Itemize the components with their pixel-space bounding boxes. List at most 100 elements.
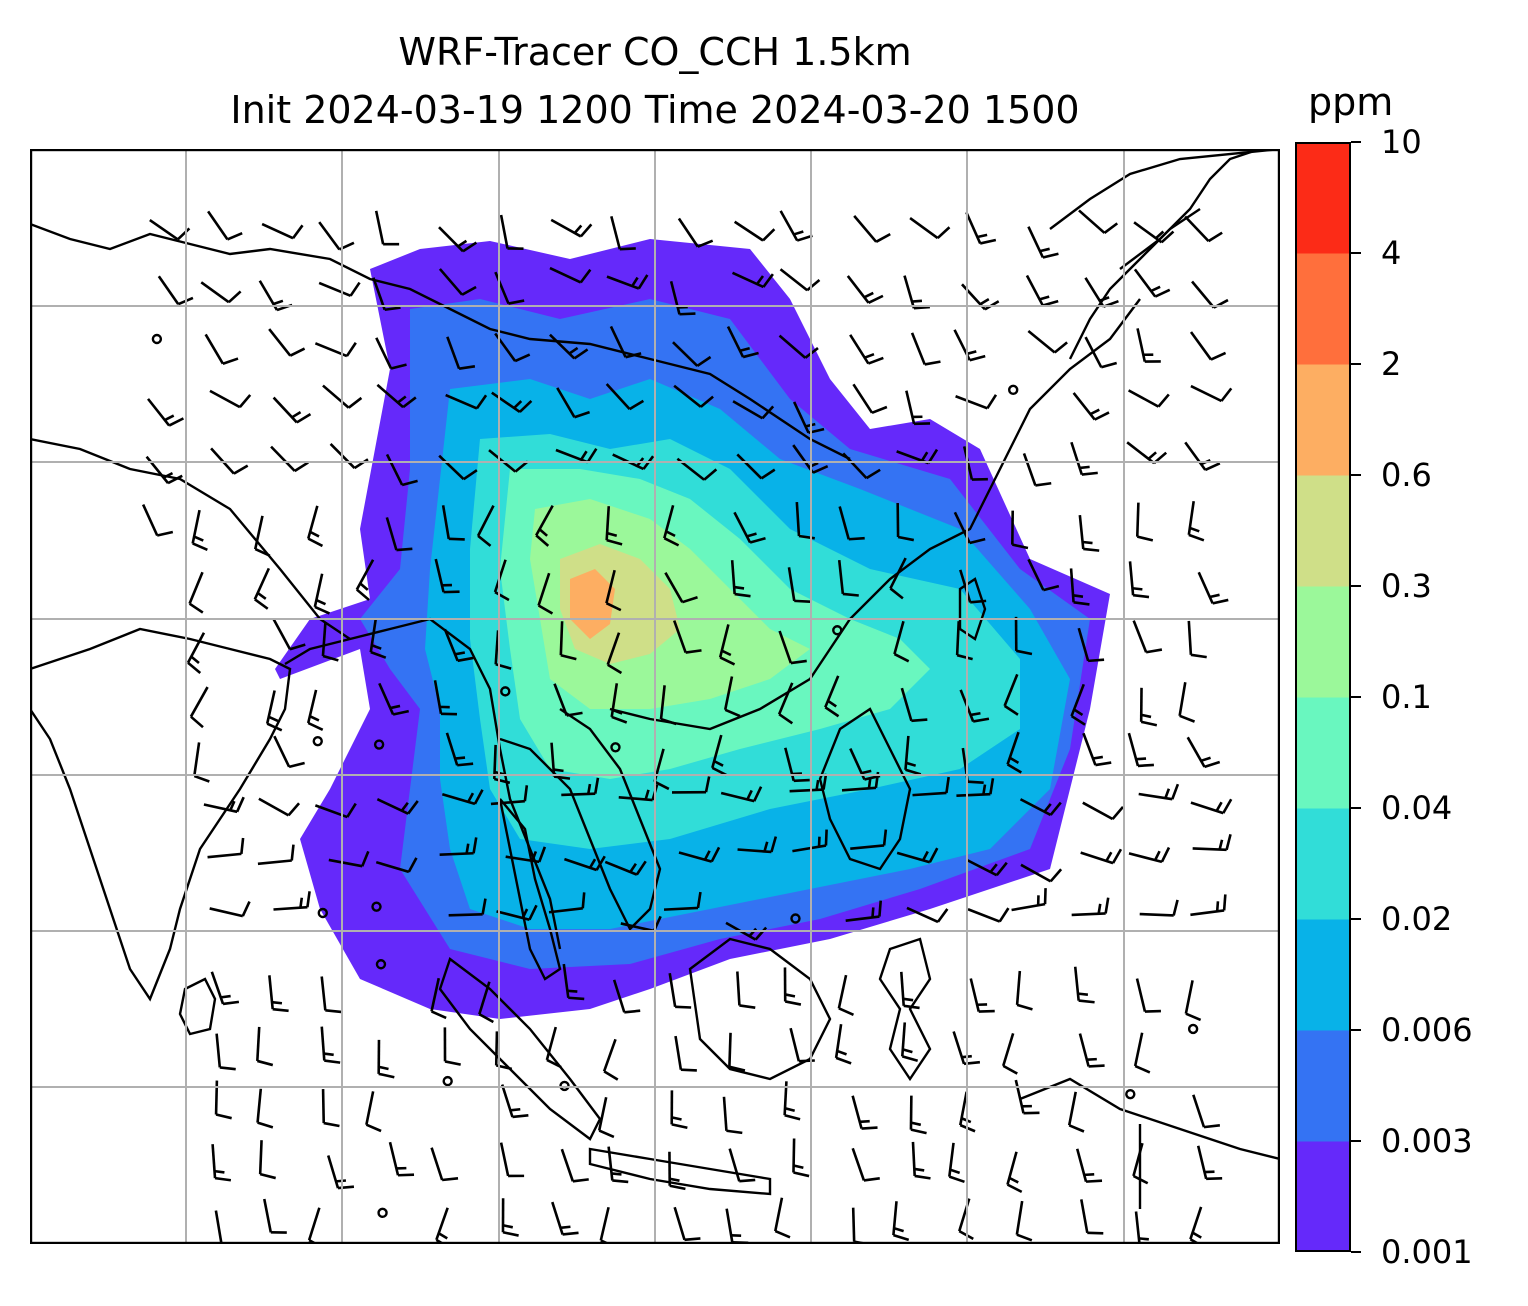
wind-barb [900, 971, 920, 1010]
wind-barb [674, 1035, 697, 1072]
wind-barb [733, 511, 766, 544]
wind-barb [377, 1207, 388, 1219]
wind-barb [730, 560, 751, 598]
wind-barb [673, 1206, 701, 1242]
wind-barb [490, 785, 529, 806]
wind-barb [1197, 571, 1229, 605]
wind-barb [550, 218, 593, 238]
colorbar-tick-mark [1351, 1140, 1361, 1142]
wind-barb [789, 1027, 815, 1063]
coastlines [30, 149, 1280, 1209]
colorbar-segment-4 [1295, 697, 1351, 809]
wind-barb [1128, 846, 1171, 864]
wind-barb [778, 630, 807, 665]
wind-barb [789, 773, 828, 793]
wind-barb [849, 334, 884, 365]
wind-barb [258, 1140, 277, 1180]
wind-barb [443, 1027, 461, 1066]
wind-barb [200, 281, 242, 304]
colorbar-tick-label: 4 [1381, 234, 1402, 272]
wind-barb [842, 452, 881, 480]
wind-barb [253, 567, 271, 610]
wind-barb [1138, 783, 1180, 801]
wind-barb [488, 449, 529, 473]
wind-barb [273, 735, 305, 769]
wind-barb [610, 742, 621, 753]
wind-barb [203, 796, 245, 814]
wind-barb [272, 618, 306, 651]
colorbar-segment-8 [1295, 253, 1351, 365]
wind-barb [896, 502, 915, 542]
wind-barb [892, 1201, 910, 1242]
wind-barb [430, 1147, 459, 1182]
wind-barb [1015, 970, 1033, 1011]
wind-barb [672, 341, 712, 368]
wind-barb [551, 1201, 579, 1236]
wind-barb [832, 625, 843, 636]
wind-barb [318, 281, 361, 298]
wind-barb [605, 506, 623, 546]
wind-barb [535, 505, 554, 547]
wind-barb [320, 1026, 341, 1064]
wind-barb [559, 621, 577, 661]
wind-barb [1187, 1023, 1199, 1035]
wind-barb [1027, 226, 1059, 259]
wind-barb [1134, 1211, 1149, 1244]
gridlines [30, 149, 1280, 1244]
wind-barb [318, 221, 355, 251]
wind-barb [326, 1155, 355, 1190]
wind-barb [909, 1095, 927, 1135]
wind-barb [559, 1080, 570, 1092]
wind-barb [965, 211, 997, 245]
wind-barb [371, 901, 382, 912]
wind-barb [1027, 329, 1068, 354]
wind-barb [328, 850, 370, 868]
wind-barb [851, 1207, 871, 1244]
wind-barb [728, 1148, 756, 1183]
wind-barb [965, 858, 1008, 877]
wind-barb [204, 333, 239, 365]
wind-barb [372, 277, 401, 312]
wind-barb [678, 846, 721, 863]
wind-barb [597, 1096, 615, 1139]
wind-barb [256, 1026, 274, 1067]
wind-barb [904, 735, 922, 776]
colorbar-frame [1295, 142, 1351, 1252]
wind-barb [191, 509, 208, 551]
wind-barb [322, 384, 363, 409]
wind-barb [783, 967, 802, 1006]
colorbar-tick-label: 0.04 [1381, 789, 1453, 827]
colorbar-tick-mark [1351, 141, 1361, 143]
wind-barb [664, 572, 698, 604]
wind-barb [599, 1206, 612, 1244]
colorbar-segment-0 [1295, 1141, 1351, 1252]
wind-barb [1067, 1091, 1085, 1133]
wind-barb [307, 1207, 321, 1244]
colorbar-tick-label: 2 [1381, 345, 1402, 383]
colorbar-segment-7 [1295, 364, 1351, 476]
wind-barb [1082, 801, 1124, 821]
wind-barb [1132, 620, 1163, 654]
wind-barb [1080, 1199, 1104, 1235]
wind-barb [145, 455, 183, 485]
wind-barb [433, 680, 458, 716]
colorbar-tick-label: 0.3 [1381, 567, 1432, 605]
wind-barb [737, 836, 778, 854]
colorbar-segment-9 [1295, 142, 1351, 254]
colorbar-tick-label: 10 [1381, 123, 1422, 161]
wind-barb [792, 829, 828, 853]
wind-barb [147, 398, 185, 427]
wind-barb [209, 389, 252, 409]
wind-barb [268, 975, 289, 1013]
wind-barb [441, 505, 465, 541]
coastline-india [30, 627, 292, 1002]
wind-barb [1135, 502, 1154, 542]
wind-barb [1184, 215, 1223, 243]
wind-barb [900, 687, 928, 723]
wind-barb [905, 390, 931, 426]
wind-barb [1133, 268, 1171, 298]
wind-barb [1187, 620, 1207, 659]
wind-barb [215, 1033, 236, 1071]
wind-barb [321, 1089, 340, 1128]
wind-barb [189, 686, 209, 729]
